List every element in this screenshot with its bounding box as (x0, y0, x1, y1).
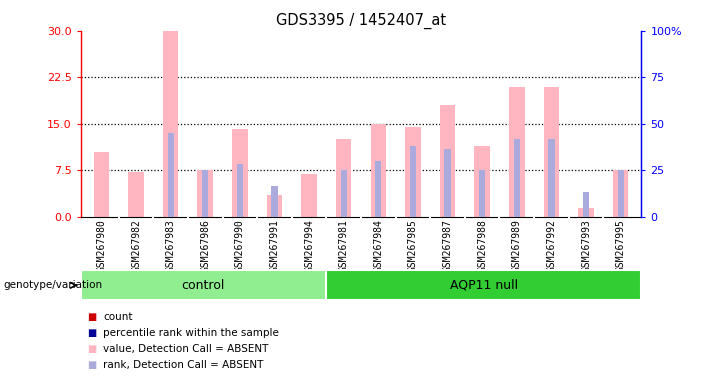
Bar (202, 170, 208, 217)
Text: rank, Detection Call = ABSENT: rank, Detection Call = ABSENT (103, 360, 264, 370)
Bar (509, 87, 524, 217)
Bar (405, 127, 421, 217)
Bar (232, 129, 247, 217)
Bar (301, 174, 317, 217)
Bar (198, 170, 213, 217)
Bar (514, 139, 520, 217)
Text: ■: ■ (88, 312, 97, 322)
Bar (548, 139, 554, 217)
Text: count: count (103, 312, 132, 322)
Bar (578, 208, 594, 217)
Bar (583, 192, 589, 217)
Bar (440, 105, 456, 217)
Bar (237, 164, 243, 217)
Text: GSM267993: GSM267993 (581, 220, 591, 272)
Text: GSM267988: GSM267988 (477, 220, 487, 272)
Bar (271, 186, 278, 217)
Bar (618, 170, 624, 217)
Text: GSM267985: GSM267985 (408, 220, 418, 272)
Text: percentile rank within the sample: percentile rank within the sample (103, 328, 279, 338)
Text: genotype/variation: genotype/variation (4, 280, 102, 290)
Text: GSM267984: GSM267984 (374, 220, 383, 272)
Bar (266, 195, 283, 217)
Bar (371, 124, 386, 217)
Bar (543, 87, 559, 217)
Bar (168, 133, 174, 217)
Text: AQP11 null: AQP11 null (449, 279, 518, 291)
Bar (613, 170, 628, 217)
Bar (163, 31, 179, 217)
Text: GSM267982: GSM267982 (131, 220, 141, 272)
Bar (444, 149, 451, 217)
Text: GSM267989: GSM267989 (512, 220, 522, 272)
Text: GSM267981: GSM267981 (339, 220, 348, 272)
Text: ■: ■ (88, 344, 97, 354)
Bar (336, 139, 351, 217)
Text: GSM267990: GSM267990 (235, 220, 245, 272)
Title: GDS3395 / 1452407_at: GDS3395 / 1452407_at (276, 13, 446, 29)
Bar (128, 172, 144, 217)
Text: GSM267983: GSM267983 (165, 220, 176, 272)
Text: GSM267991: GSM267991 (269, 220, 280, 272)
Text: GSM267992: GSM267992 (546, 220, 557, 272)
Bar (410, 146, 416, 217)
Bar (81, 270, 326, 300)
Text: value, Detection Call = ABSENT: value, Detection Call = ABSENT (103, 344, 268, 354)
Bar (375, 161, 381, 217)
Text: GSM267994: GSM267994 (304, 220, 314, 272)
Text: ■: ■ (88, 360, 97, 370)
Text: control: control (182, 279, 225, 291)
Text: GSM267995: GSM267995 (615, 220, 626, 272)
Text: GSM267987: GSM267987 (442, 220, 453, 272)
Bar (475, 146, 490, 217)
Bar (341, 170, 347, 217)
Text: GSM267980: GSM267980 (96, 220, 107, 272)
Text: GSM267986: GSM267986 (200, 220, 210, 272)
Bar (94, 152, 109, 217)
Text: ■: ■ (88, 328, 97, 338)
Bar (326, 270, 641, 300)
Bar (479, 170, 485, 217)
